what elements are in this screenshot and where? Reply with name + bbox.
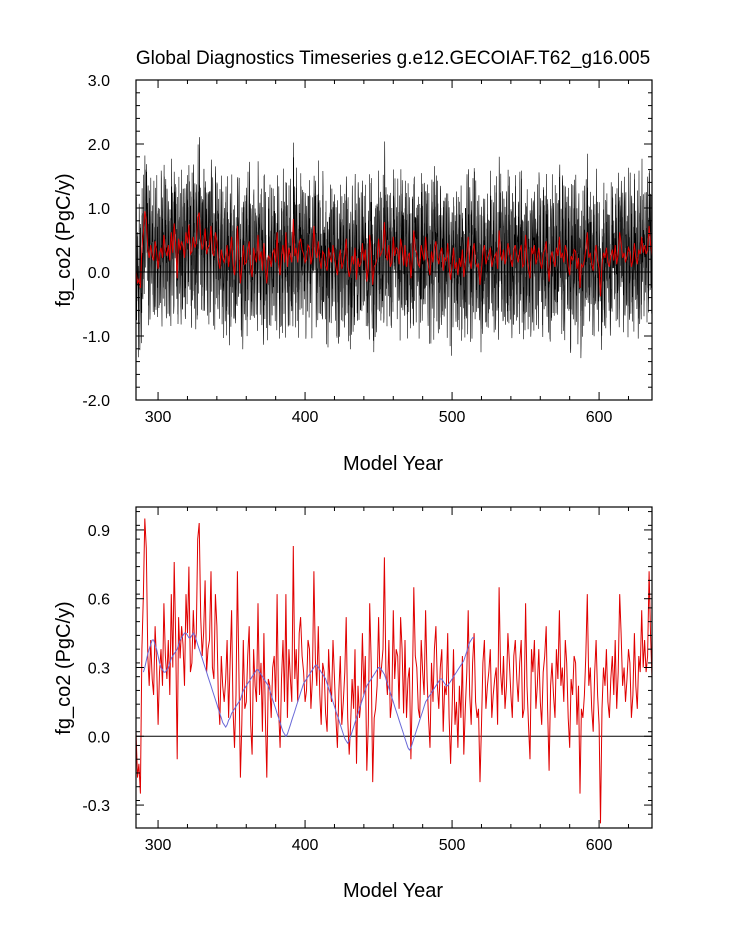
y-tick-label: 0.9: [88, 523, 110, 540]
y-tick-label: 1.0: [88, 201, 110, 218]
bottom-x-axis-label: Model Year: [343, 880, 443, 902]
top-panel: 300 400 500 600 -2.0 -1.0 0.0 1.0 2.0 3.0 Model Y…: [53, 73, 653, 475]
x-tick-label: 500: [439, 837, 466, 854]
y-tick-label: -2.0: [82, 393, 110, 410]
x-tick-label: 600: [586, 409, 613, 426]
x-tick-label: 400: [292, 837, 319, 854]
bottom-y-axis-label: fg_co2 (PgC/y): [53, 601, 75, 734]
top-monthly-line: [136, 137, 652, 359]
top-annual-series-line: [136, 211, 652, 297]
bottom-axis-ticks: 300 400 500 600 -0.3 0.0 0.3 0.6 0.9: [82, 507, 652, 854]
y-tick-label: -1.0: [82, 329, 110, 346]
top-monthly-series: [136, 137, 652, 359]
x-tick-label: 400: [292, 409, 319, 426]
bottom-running-mean-line: [142, 632, 475, 751]
top-axis-ticks: 300 400 500 600 -2.0 -1.0 0.0 1.0 2.0 3.0: [82, 73, 652, 426]
y-tick-label: 0.0: [88, 729, 110, 746]
top-plot-frame: [135, 79, 653, 401]
y-tick-label: 0.6: [88, 592, 110, 609]
y-tick-label: -0.3: [82, 798, 110, 815]
x-tick-label: 600: [586, 837, 613, 854]
x-tick-label: 300: [145, 409, 172, 426]
y-tick-label: 0.0: [88, 265, 110, 282]
y-tick-label: 2.0: [88, 137, 110, 154]
y-tick-label: 0.3: [88, 661, 110, 678]
y-tick-label: 3.0: [88, 73, 110, 90]
chart-title: Global Diagnostics Timeseries g.e12.GECO…: [136, 48, 650, 69]
top-y-axis-label: fg_co2 (PgC/y): [53, 173, 75, 306]
x-tick-label: 300: [145, 837, 172, 854]
bottom-panel: 300 400 500 600-0.30.00.30.60.9 Model Year …: [53, 506, 653, 902]
bottom-annual-series-line: [136, 518, 652, 824]
top-x-axis-label: Model Year: [343, 453, 443, 475]
x-tick-label: 500: [439, 409, 466, 426]
